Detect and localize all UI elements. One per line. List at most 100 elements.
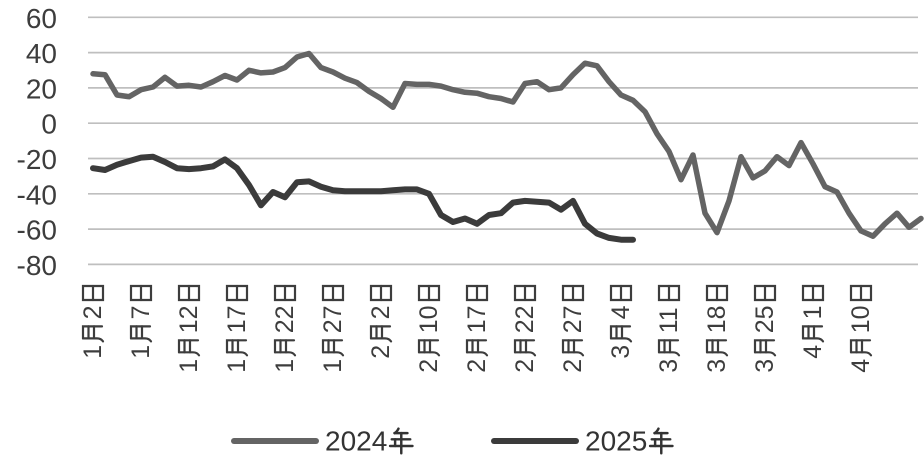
tick-label-digits: 10 (847, 305, 875, 333)
cjk-glyph-日 (81, 284, 105, 302)
cjk-glyph-月 (561, 339, 585, 357)
tick-label-digits: 11 (655, 307, 683, 333)
x-axis-tick-label: 17 (127, 284, 155, 359)
cjk-glyph-日 (129, 284, 153, 302)
tick-label-digits: 7 (127, 305, 155, 319)
x-axis-tick-label: 1 12 (175, 284, 203, 373)
y-axis-tick-label: -40 (17, 179, 57, 210)
legend-line-sample (231, 438, 319, 444)
tick-label-digits: 22 (511, 305, 539, 333)
y-axis-tick-label: -20 (17, 144, 57, 175)
tick-label-digits: 4 (847, 359, 875, 373)
tick-label-digits: 4 (799, 345, 827, 359)
y-axis-tick-label: 20 (26, 73, 57, 104)
x-axis-tick-label: 2 27 (559, 284, 587, 373)
cjk-glyph-日 (177, 284, 201, 302)
x-axis-tick-label: 4 10 (847, 284, 875, 373)
x-axis-tick-label: 3 25 (751, 284, 779, 373)
tick-label-digits: 2 (463, 359, 491, 373)
tick-label-digits: 2 (511, 359, 539, 373)
cjk-glyph-日 (273, 284, 297, 302)
tick-label-digits: 2024 (325, 426, 387, 457)
cjk-glyph-月 (417, 339, 441, 357)
legend-label: 2025 (585, 426, 674, 457)
cjk-glyph-月 (465, 339, 489, 357)
legend-label: 2024 (325, 426, 414, 457)
tick-label-digits: 1 (79, 345, 107, 359)
tick-label-digits: 27 (319, 305, 347, 333)
y-axis-tick-label: -60 (17, 215, 57, 246)
cjk-glyph-日 (657, 284, 681, 302)
tick-label-digits: 12 (175, 305, 203, 333)
tick-label-digits: 27 (559, 305, 587, 333)
tick-label-digits: 2 (79, 305, 107, 319)
x-axis-tick-label: 41 (799, 284, 827, 359)
tick-label-digits: 17 (223, 305, 251, 333)
cjk-glyph-日 (321, 284, 345, 302)
cjk-glyph-月 (273, 339, 297, 357)
cjk-glyph-日 (513, 284, 537, 302)
cjk-glyph-月 (369, 325, 393, 343)
cjk-glyph-年 (388, 427, 414, 455)
x-axis-tick-label: 2 10 (415, 284, 443, 373)
tick-label-digits: 10 (415, 305, 443, 333)
x-axis-tick-label: 3 18 (703, 284, 731, 373)
tick-label-digits: 18 (703, 305, 731, 333)
tick-label-digits: 1 (223, 359, 251, 373)
tick-label-digits: 1 (319, 359, 347, 373)
cjk-glyph-月 (801, 325, 825, 343)
cjk-glyph-日 (225, 284, 249, 302)
cjk-glyph-日 (801, 284, 825, 302)
x-axis-tick-label: 12 (79, 284, 107, 359)
cjk-glyph-月 (705, 339, 729, 357)
x-axis-tick-label: 1 22 (271, 284, 299, 373)
cjk-glyph-日 (417, 284, 441, 302)
cjk-glyph-日 (465, 284, 489, 302)
cjk-glyph-月 (609, 325, 633, 343)
tick-label-digits: 1 (175, 359, 203, 373)
cjk-glyph-月 (321, 339, 345, 357)
x-axis-tick-label: 22 (367, 284, 395, 359)
plot-area: 6040200-20-40-60-80121711211712212722210… (17, 3, 924, 373)
tick-label-digits: 3 (655, 359, 683, 373)
x-axis-tick-label: 34 (607, 284, 635, 359)
tick-label-digits: 1 (271, 359, 299, 373)
legend-item-2025: 2025 (491, 423, 693, 459)
cjk-glyph-日 (369, 284, 393, 302)
x-axis-tick-label: 3 11 (655, 284, 683, 373)
tick-label-digits: 2 (367, 305, 395, 319)
x-axis-tick-label: 1 17 (223, 284, 251, 373)
cjk-glyph-日 (705, 284, 729, 302)
cjk-glyph-日 (609, 284, 633, 302)
tick-label-digits: 2 (559, 359, 587, 373)
legend-line-sample (491, 438, 579, 444)
cjk-glyph-月 (513, 339, 537, 357)
tick-label-digits: 3 (607, 345, 635, 359)
legend-item-2024: 2024 (231, 423, 433, 459)
tick-label-digits: 22 (271, 305, 299, 333)
cjk-glyph-年 (648, 427, 674, 455)
tick-label-digits: 4 (607, 305, 635, 319)
x-axis: 1217112117122127222102172222273431131832… (79, 284, 875, 373)
x-axis-tick-label: 222 (511, 284, 539, 373)
x-axis-tick-label: 2 17 (463, 284, 491, 373)
cjk-glyph-日 (753, 284, 777, 302)
cjk-glyph-日 (849, 284, 873, 302)
series-line-2024 (90, 50, 924, 239)
tick-label-digits: 3 (703, 359, 731, 373)
tick-label-digits: 2 (415, 359, 443, 373)
y-axis-tick-label: 0 (41, 109, 57, 140)
tick-label-digits: 2 (367, 345, 395, 359)
cjk-glyph-月 (657, 339, 681, 357)
y-axis: 60 40 20 0 -20 -40 -60 -80 (17, 3, 57, 281)
legend: 2024 2025 (0, 422, 924, 460)
cjk-glyph-月 (849, 339, 873, 357)
cjk-glyph-月 (81, 325, 105, 343)
tick-label-digits: 2025 (585, 426, 647, 457)
x-axis-tick-label: 1 27 (319, 284, 347, 373)
series-line-2025 (90, 153, 636, 243)
gridlines (88, 16, 918, 266)
tick-label-digits: 3 (751, 359, 779, 373)
cjk-glyph-月 (753, 339, 777, 357)
